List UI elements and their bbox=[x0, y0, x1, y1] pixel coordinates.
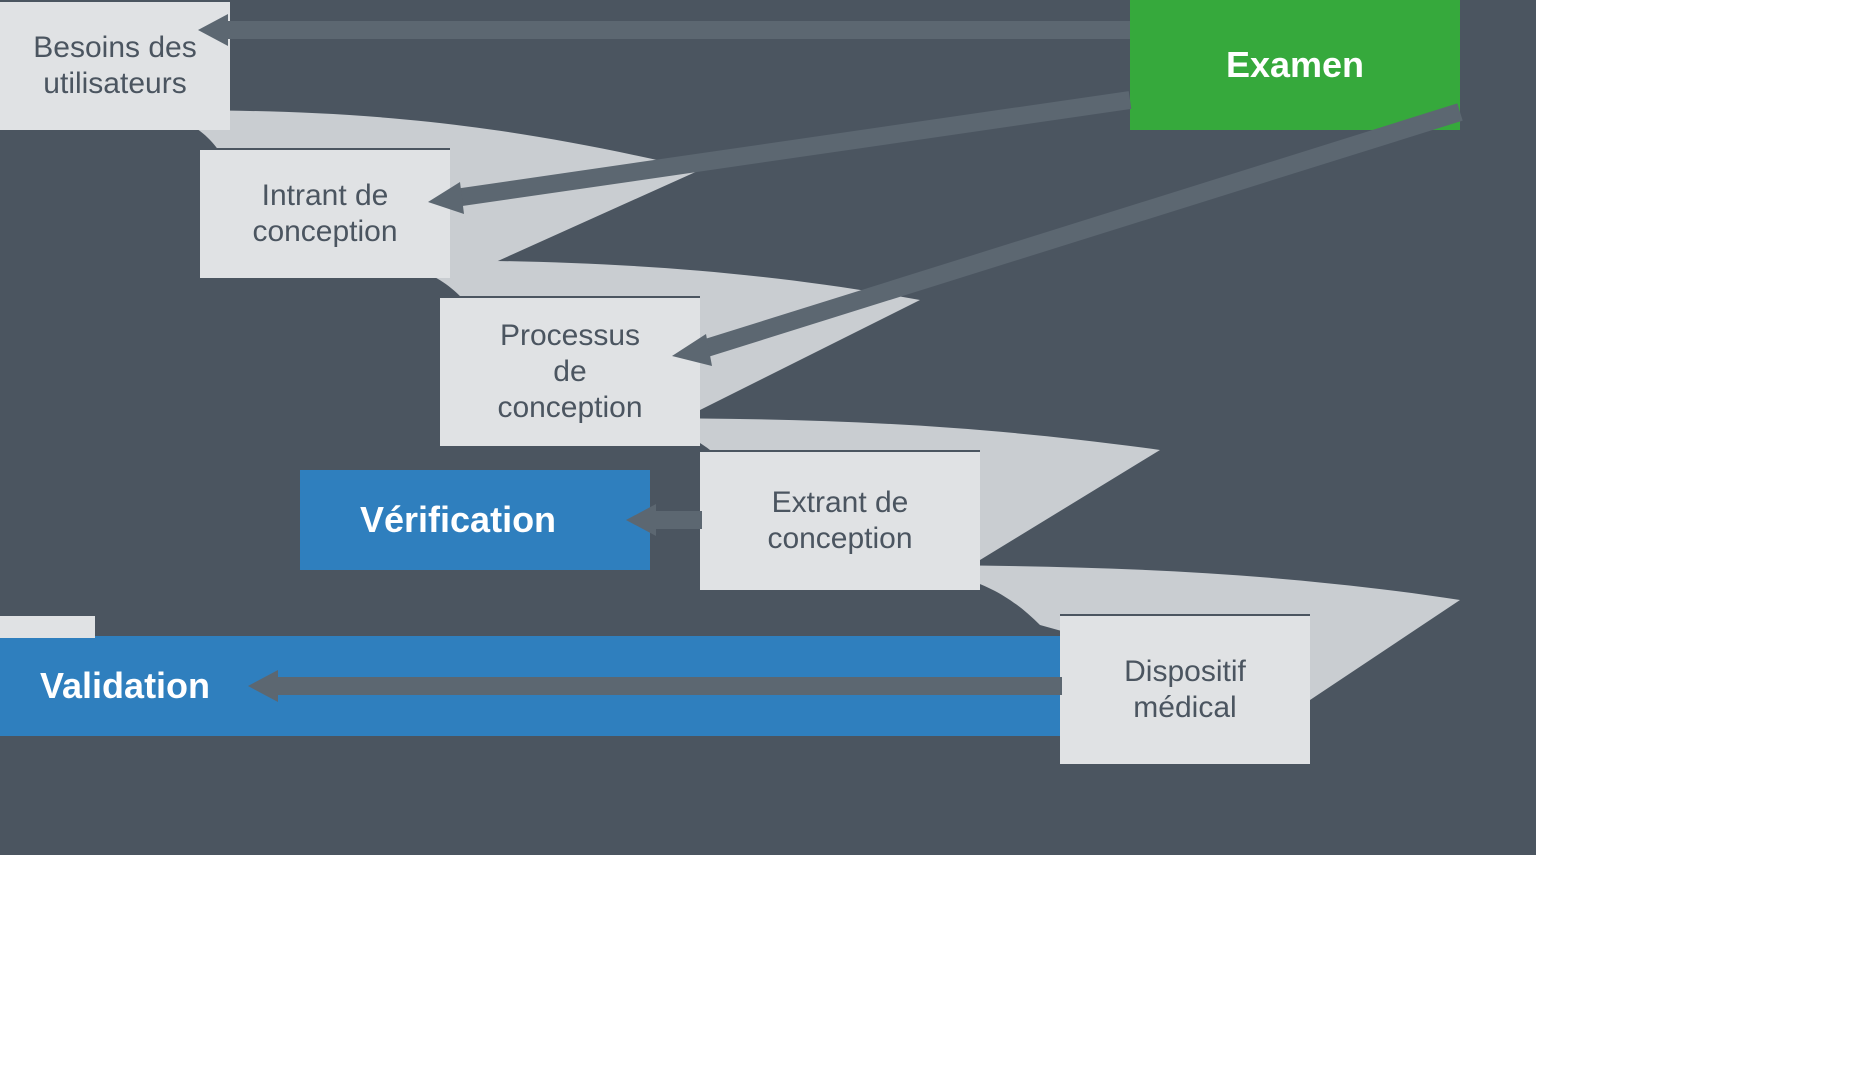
label: Processusdeconception bbox=[497, 318, 642, 426]
label: Examen bbox=[1226, 43, 1364, 86]
validation-tab-notch bbox=[0, 614, 95, 638]
node-besoins: Besoins desutilisateurs bbox=[0, 0, 230, 130]
label: Intrant deconception bbox=[252, 178, 397, 250]
node-verification: Vérification bbox=[300, 470, 650, 570]
label: Dispositifmédical bbox=[1124, 654, 1246, 726]
node-examen: Examen bbox=[1130, 0, 1460, 130]
diagram-canvas: Besoins desutilisateurs Examen Intrant d… bbox=[0, 0, 1536, 855]
label: Besoins desutilisateurs bbox=[33, 30, 196, 102]
arrow-examen-intrant bbox=[455, 100, 1130, 198]
node-extrant: Extrant deconception bbox=[700, 450, 980, 590]
node-dispositif: Dispositifmédical bbox=[1060, 614, 1310, 764]
node-processus: Processusdeconception bbox=[440, 296, 700, 446]
label: Validation bbox=[40, 664, 210, 707]
node-intrant: Intrant deconception bbox=[200, 148, 450, 278]
label: Vérification bbox=[360, 498, 556, 541]
node-validation: Validation bbox=[0, 636, 1060, 736]
label: Extrant deconception bbox=[767, 485, 912, 557]
arrow-examen-processus bbox=[700, 112, 1460, 350]
